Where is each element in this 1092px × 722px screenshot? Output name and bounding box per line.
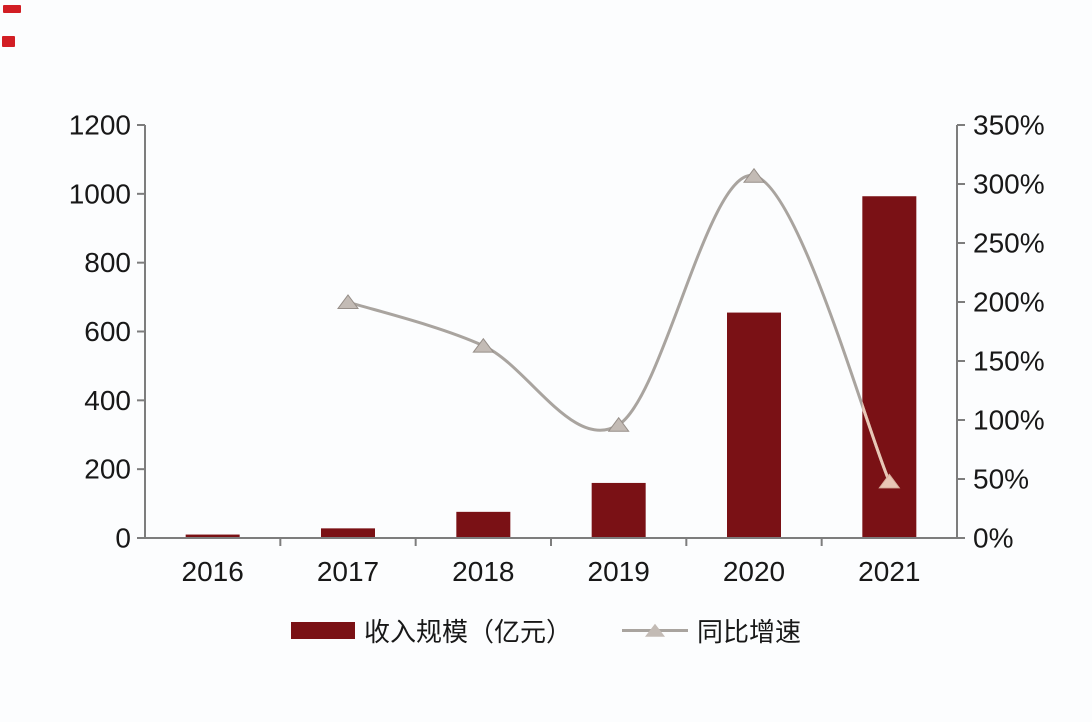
growth-marker-2019 [607, 416, 630, 432]
triangle-marker-icon [645, 623, 665, 637]
growth-marker-2021 [878, 473, 901, 489]
y-left-tick-label: 200 [84, 454, 131, 485]
x-tick-label-2021: 2021 [858, 556, 920, 587]
x-tick-label-2017: 2017 [317, 556, 379, 587]
growth-marker-2020 [743, 167, 765, 183]
growth-line [347, 174, 891, 483]
bar-2019 [591, 482, 646, 538]
legend-line-swatch-icon [622, 623, 688, 637]
growth-marker-2018 [472, 337, 495, 353]
y-right-tick-label: 200% [973, 287, 1045, 318]
corner-red-mark-bottom [2, 36, 15, 47]
bar-2018 [456, 511, 511, 538]
y-right-tick-label: 350% [973, 110, 1045, 141]
y-right-tick-label: 300% [973, 169, 1045, 200]
x-tick-label-2020: 2020 [723, 556, 785, 587]
chart-legend: 收入规模（亿元） 同比增速 [0, 612, 1092, 649]
y-left-tick-label: 600 [84, 316, 131, 347]
legend-item-growth: 同比增速 [622, 612, 801, 649]
y-right-tick-label: 100% [973, 405, 1045, 436]
y-right-tick-label: 150% [973, 346, 1045, 377]
legend-item-revenue: 收入规模（亿元） [290, 612, 572, 649]
y-left-tick-label: 800 [84, 247, 131, 278]
x-tick-label-2019: 2019 [588, 556, 650, 587]
y-left-tick-label: 0 [115, 523, 131, 554]
legend-bar-swatch-icon [290, 622, 355, 639]
corner-red-mark-top [3, 5, 21, 13]
growth-marker-2017 [337, 294, 359, 309]
bar-2016 [185, 534, 240, 538]
bar-2020 [727, 312, 781, 538]
y-left-tick-label: 1000 [69, 178, 131, 209]
bar-2017 [321, 528, 375, 538]
y-left-tick-label: 400 [84, 385, 131, 416]
legend-revenue-label: 收入规模（亿元） [363, 617, 572, 647]
x-tick-label-2016: 2016 [182, 556, 244, 587]
y-right-tick-label: 50% [973, 464, 1029, 495]
x-tick-label-2018: 2018 [452, 556, 514, 587]
growth-line-overlap-segment [862, 400, 891, 483]
legend-growth-label: 同比增速 [697, 617, 802, 647]
y-right-tick-label: 0% [973, 523, 1013, 554]
y-left-tick-label: 1200 [69, 110, 131, 141]
y-right-tick-label: 250% [973, 228, 1045, 259]
